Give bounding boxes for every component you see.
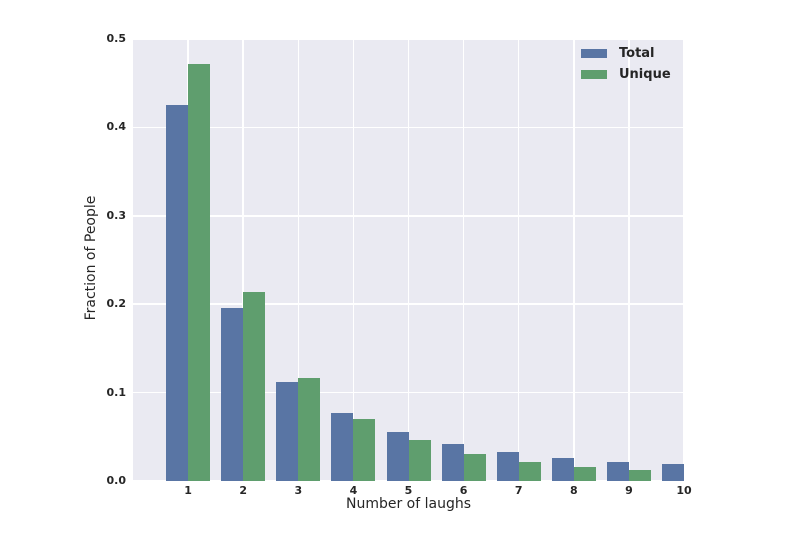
y-tick-label: 0.1 <box>106 385 127 399</box>
bar-unique-8 <box>573 466 596 481</box>
bar-unique-1 <box>188 63 211 481</box>
gridline-vertical <box>573 39 575 481</box>
y-tick-label: 0.5 <box>106 32 127 45</box>
bar-total-4 <box>331 412 354 481</box>
gridline-vertical <box>407 39 410 481</box>
bar-total-6 <box>441 443 464 481</box>
bar-unique-2 <box>243 291 266 481</box>
bar-total-2 <box>221 307 244 481</box>
x-tick-label: 3 <box>294 484 303 497</box>
bar-unique-6 <box>463 453 486 481</box>
legend-item-total: Total <box>581 45 671 62</box>
bar-total-8 <box>551 458 574 481</box>
x-tick-label: 8 <box>569 484 578 497</box>
bar-total-9 <box>606 461 629 481</box>
bar-unique-3 <box>298 377 321 481</box>
x-axis-label: Number of laughs <box>345 496 472 512</box>
y-tick-label: 0.2 <box>106 297 127 311</box>
x-tick-label: 5 <box>404 484 413 497</box>
x-tick-label: 6 <box>459 484 468 497</box>
y-tick-label: 0.3 <box>106 208 127 222</box>
x-tick-label: 1 <box>184 484 192 497</box>
y-tick-label: 0.0 <box>106 474 127 487</box>
y-axis-label: Fraction of People <box>83 195 99 321</box>
bar-unique-5 <box>408 440 431 481</box>
legend-item-unique: Unique <box>581 66 671 83</box>
legend: Total Unique <box>581 45 671 83</box>
bar-total-10 <box>662 464 684 481</box>
gridline-vertical <box>628 39 630 481</box>
legend-swatch-total <box>581 49 607 58</box>
gridline-vertical <box>352 39 355 481</box>
y-tick-label: 0.4 <box>106 120 127 134</box>
bar-unique-7 <box>518 462 541 481</box>
bar-unique-9 <box>628 470 651 481</box>
bar-total-1 <box>166 105 189 481</box>
legend-swatch-unique <box>581 70 607 79</box>
plot-area <box>133 39 684 481</box>
gridline-vertical <box>517 39 520 481</box>
legend-label-unique: Unique <box>619 67 671 82</box>
x-tick-label: 10 <box>676 484 692 497</box>
bar-total-5 <box>386 432 409 481</box>
bar-unique-4 <box>353 419 376 481</box>
gridline-vertical <box>297 39 300 481</box>
bar-total-7 <box>496 451 519 481</box>
x-tick-label: 2 <box>239 484 248 497</box>
x-tick-label: 7 <box>514 484 523 497</box>
x-tick-label: 9 <box>625 484 633 497</box>
gridline-vertical <box>242 39 244 481</box>
x-tick-label: 4 <box>349 484 358 497</box>
gridline-vertical <box>462 39 465 481</box>
legend-label-total: Total <box>619 46 655 61</box>
gridline-vertical <box>683 39 684 481</box>
bar-total-3 <box>276 382 299 481</box>
